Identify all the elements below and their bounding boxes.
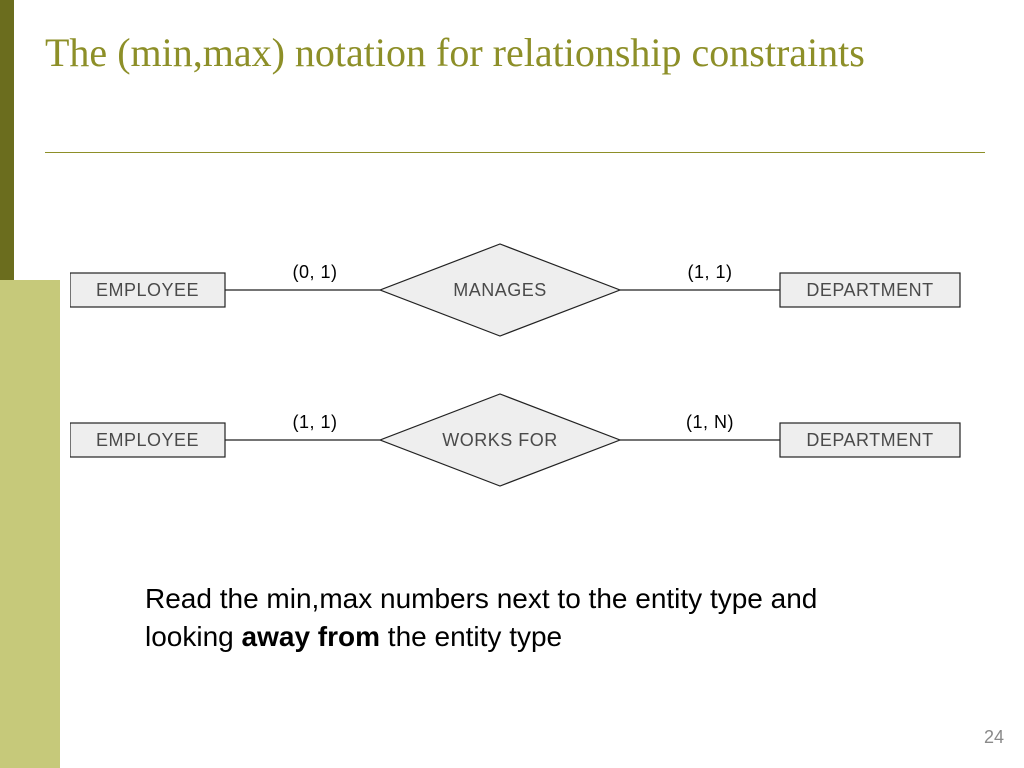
entity-label: DEPARTMENT <box>806 430 933 450</box>
cardinality-label: (1, N) <box>686 412 734 432</box>
slide: The (min,max) notation for relationship … <box>0 0 1024 768</box>
caption-bold: away from <box>242 621 381 652</box>
caption-after: the entity type <box>380 621 562 652</box>
er-diagram: EMPLOYEE DEPARTMENT MANAGES (0, 1) (1, 1) EMP… <box>70 220 970 540</box>
relationship-label: WORKS FOR <box>442 430 558 450</box>
cardinality-label: (0, 1) <box>292 262 337 282</box>
entity-label: EMPLOYEE <box>96 430 199 450</box>
relationship-label: MANAGES <box>453 280 547 300</box>
cardinality-label: (1, 1) <box>292 412 337 432</box>
slide-title: The (min,max) notation for relationship … <box>45 28 865 78</box>
caption-text: Read the min,max numbers next to the ent… <box>145 580 845 656</box>
page-number: 24 <box>984 727 1004 748</box>
entity-label: EMPLOYEE <box>96 280 199 300</box>
accent-bar-light <box>0 280 60 768</box>
title-divider <box>45 152 985 153</box>
entity-label: DEPARTMENT <box>806 280 933 300</box>
accent-bar-dark <box>0 0 14 280</box>
cardinality-label: (1, 1) <box>687 262 732 282</box>
